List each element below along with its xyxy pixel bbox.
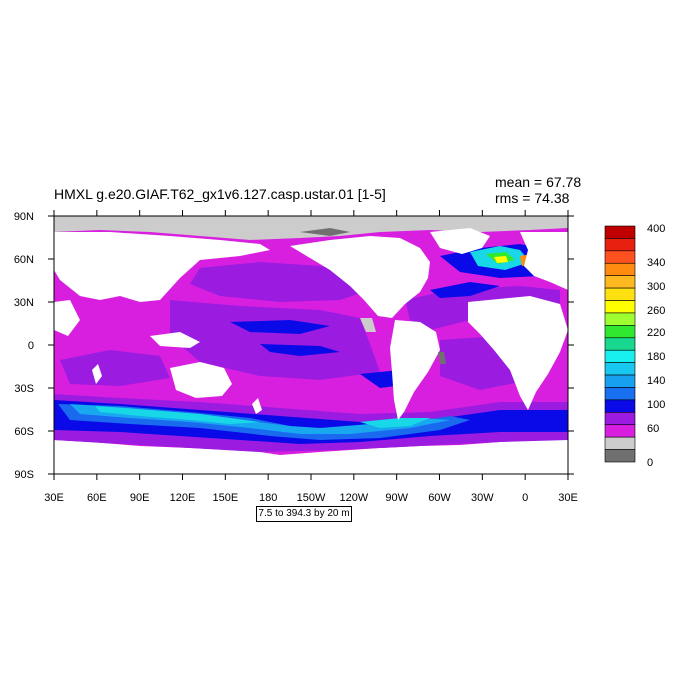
colorbar-swatch — [604, 325, 636, 339]
x-tick-label: 180 — [259, 492, 277, 504]
colorbar-swatch — [604, 349, 636, 363]
x-tick-label: 150W — [297, 492, 326, 504]
new-zealand — [252, 398, 262, 414]
x-tick-label: 150E — [212, 492, 238, 504]
rms-value: 74.38 — [534, 190, 570, 206]
madagascar — [92, 364, 102, 384]
labrador-yellow — [494, 256, 508, 263]
y-tick-label: 30S — [14, 383, 34, 395]
greenland — [430, 228, 490, 254]
x-tick-label: 30W — [471, 492, 494, 504]
map-title: HMXL g.e20.GIAF.T62_gx1v6.127.casp.ustar… — [54, 186, 386, 202]
colorbar-swatch — [604, 312, 636, 326]
colorbar-swatch — [604, 262, 636, 276]
gulf-stream-blue — [430, 282, 500, 298]
y-tick-label: 90S — [14, 469, 34, 481]
x-axis: 30E 60E 90E 120E 150E 180 150W 120W 90W 60W 30W 0 30… — [44, 210, 578, 504]
y-axis: 90N 60N 30N 0 30S 60S 90S — [14, 211, 574, 481]
africa — [468, 296, 568, 410]
x-tick-label: 90W — [385, 492, 408, 504]
mean-label: mean = — [495, 174, 543, 190]
southern-cyan-patch-1 — [95, 406, 260, 424]
colorbar-label: 60 — [647, 423, 659, 435]
colorbar-swatch — [604, 250, 636, 264]
x-tick-label: 30E — [44, 492, 64, 504]
central-pacific-violet — [170, 300, 380, 380]
x-tick-label: 120W — [339, 492, 368, 504]
colorbar-swatch — [604, 412, 636, 426]
colorbar-label: 100 — [647, 399, 665, 411]
indian-ocean-violet — [60, 350, 170, 386]
x-tick-label: 90E — [130, 492, 150, 504]
mean-value: 67.78 — [546, 174, 582, 190]
colorbar-label: 260 — [647, 305, 665, 317]
colorbar-swatch — [604, 387, 636, 401]
antarctica — [54, 440, 568, 474]
colorbar-label: 400 — [647, 223, 665, 235]
colorbar-swatch — [604, 238, 636, 252]
north-pacific-violet — [190, 262, 370, 302]
gray-patch-3 — [300, 228, 350, 236]
colorbar-label: 340 — [647, 257, 665, 269]
colorbar-swatch — [604, 424, 636, 438]
colorbar-swatch — [604, 374, 636, 388]
colorbar-swatch — [604, 275, 636, 289]
y-tick-label: 0 — [28, 340, 34, 352]
colorbar-swatch — [604, 436, 636, 450]
arctic-ice — [54, 216, 568, 240]
colorbar-swatch — [604, 337, 636, 351]
colorbar-swatch — [604, 399, 636, 413]
colorbar-swatch — [604, 449, 636, 463]
pacific-blue-patch-1 — [230, 320, 330, 334]
gray-patch-1 — [360, 318, 376, 332]
x-tick-label: 0 — [522, 492, 528, 504]
south-america — [390, 320, 440, 420]
africa-wrap — [54, 300, 80, 336]
contour-info-box: 7.5 to 394.3 by 20 m — [256, 506, 352, 522]
colorbar-swatch — [604, 225, 636, 239]
southern-cyan-patch-2 — [360, 418, 430, 428]
rms-label: rms = — [495, 190, 531, 206]
x-tick-label: 60E — [87, 492, 107, 504]
colorbar-swatch — [604, 362, 636, 376]
y-tick-label: 90N — [14, 211, 34, 223]
map-field — [54, 216, 568, 474]
north-america — [290, 236, 430, 318]
indonesia — [150, 332, 200, 348]
rms-stat: rms = 74.38 — [495, 190, 569, 206]
colorbar-label: 180 — [647, 351, 665, 363]
eurasia — [54, 232, 270, 302]
australia — [170, 362, 232, 398]
gray-patch-2 — [438, 352, 446, 364]
colorbar-label: 300 — [647, 281, 665, 293]
colorbar-label: 0 — [647, 457, 653, 469]
colorbar: 400 340 300 260 220 180 140 100 60 0 — [604, 223, 665, 469]
europe — [520, 232, 568, 290]
pacific-blue-patch-2 — [260, 344, 340, 356]
x-tick-label: 60W — [428, 492, 451, 504]
y-tick-label: 30N — [14, 297, 34, 309]
southern-blue-band — [54, 400, 568, 444]
x-tick-label: 30E — [558, 492, 578, 504]
x-tick-label: 120E — [170, 492, 196, 504]
mean-stat: mean = 67.78 — [495, 174, 581, 190]
colorbar-swatch — [604, 287, 636, 301]
colorbar-swatch — [604, 300, 636, 314]
y-tick-label: 60S — [14, 426, 34, 438]
y-tick-label: 60N — [14, 254, 34, 266]
colorbar-label: 140 — [647, 375, 665, 387]
colorbar-label: 220 — [647, 327, 665, 339]
